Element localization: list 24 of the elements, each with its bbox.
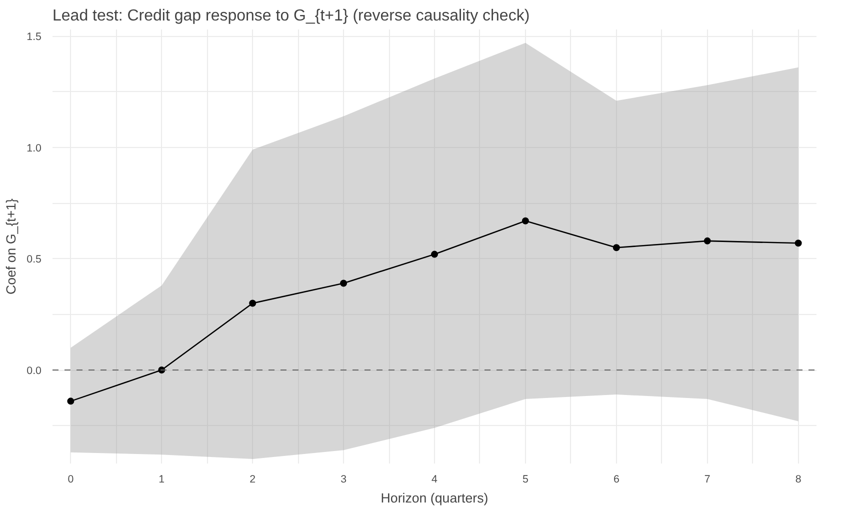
- chart-title: Lead test: Credit gap response to G_{t+1} (reverse causality check): [52, 8, 530, 24]
- x-tick-label: 7: [704, 474, 710, 486]
- x-tick-label: 1: [158, 474, 165, 486]
- point: [704, 237, 711, 244]
- point: [794, 240, 802, 247]
- point: [431, 250, 438, 258]
- x-tick-label: 3: [340, 474, 347, 486]
- y-tick-label: 0.0: [26, 365, 42, 378]
- point: [340, 280, 348, 287]
- x-axis-title: Horizon (quarters): [380, 490, 488, 506]
- x-tick-label: 4: [432, 474, 438, 486]
- y-tick-label: 1.5: [26, 31, 42, 44]
- x-tick-label: 8: [795, 474, 802, 486]
- point: [522, 217, 529, 224]
- point: [67, 398, 74, 405]
- y-axis-title: Coef on G_{t+1}: [4, 198, 19, 294]
- x-tick-label: 6: [613, 474, 620, 486]
- x-tick-label: 2: [250, 474, 256, 486]
- x-tick-label: 0: [68, 474, 74, 486]
- point: [249, 300, 256, 307]
- y-tick-label: 0.5: [26, 254, 42, 266]
- y-tick-label: 1.0: [26, 142, 42, 154]
- x-tick-label: 5: [522, 474, 528, 486]
- point: [612, 244, 620, 252]
